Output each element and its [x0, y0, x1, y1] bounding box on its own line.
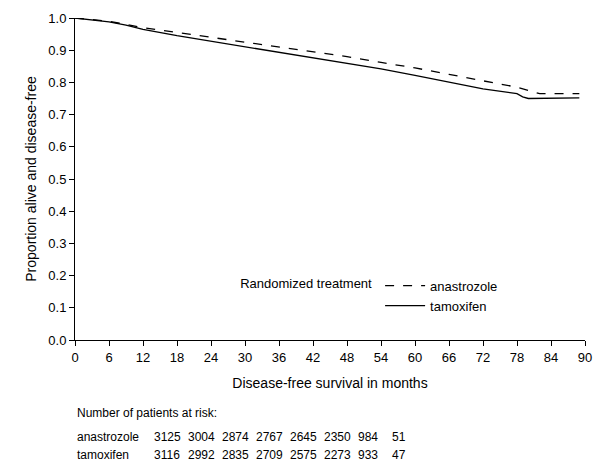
svg-text:anastrozole: anastrozole	[77, 430, 139, 444]
svg-text:2575: 2575	[290, 448, 317, 462]
svg-text:anastrozole: anastrozole	[430, 279, 497, 294]
svg-text:90: 90	[578, 350, 592, 365]
svg-text:12: 12	[136, 350, 150, 365]
svg-text:0.0: 0.0	[48, 333, 66, 348]
svg-text:66: 66	[442, 350, 456, 365]
svg-text:0: 0	[71, 350, 78, 365]
svg-text:48: 48	[340, 350, 354, 365]
svg-text:Number of patients at risk:: Number of patients at risk:	[77, 406, 217, 420]
svg-text:0.4: 0.4	[48, 204, 66, 219]
svg-text:2273: 2273	[324, 448, 351, 462]
svg-text:0.6: 0.6	[48, 139, 66, 154]
svg-text:2645: 2645	[290, 430, 317, 444]
svg-text:18: 18	[170, 350, 184, 365]
svg-text:2874: 2874	[222, 430, 249, 444]
svg-text:0.3: 0.3	[48, 236, 66, 251]
svg-text:0.7: 0.7	[48, 107, 66, 122]
svg-text:0.9: 0.9	[48, 43, 66, 58]
svg-text:6: 6	[105, 350, 112, 365]
svg-text:47: 47	[392, 448, 406, 462]
svg-text:2709: 2709	[256, 448, 283, 462]
svg-text:0.5: 0.5	[48, 172, 66, 187]
svg-text:Disease-free survival in month: Disease-free survival in months	[232, 375, 427, 391]
svg-text:3004: 3004	[188, 430, 215, 444]
svg-text:tamoxifen: tamoxifen	[77, 448, 129, 462]
svg-text:30: 30	[238, 350, 252, 365]
svg-text:933: 933	[358, 448, 378, 462]
svg-text:51: 51	[392, 430, 406, 444]
svg-text:Randomized treatment: Randomized treatment	[240, 276, 372, 291]
svg-text:2992: 2992	[188, 448, 215, 462]
svg-text:tamoxifen: tamoxifen	[430, 299, 486, 314]
svg-text:2835: 2835	[222, 448, 249, 462]
svg-text:0.2: 0.2	[48, 268, 66, 283]
svg-text:78: 78	[510, 350, 524, 365]
svg-text:84: 84	[544, 350, 558, 365]
svg-text:54: 54	[374, 350, 388, 365]
svg-text:0.1: 0.1	[48, 300, 66, 315]
svg-text:1.0: 1.0	[48, 11, 66, 26]
svg-text:3125: 3125	[154, 430, 181, 444]
svg-text:24: 24	[204, 350, 218, 365]
svg-text:0.8: 0.8	[48, 75, 66, 90]
svg-text:72: 72	[476, 350, 490, 365]
svg-text:60: 60	[408, 350, 422, 365]
svg-text:42: 42	[306, 350, 320, 365]
svg-text:984: 984	[358, 430, 378, 444]
svg-text:36: 36	[272, 350, 286, 365]
svg-text:2350: 2350	[324, 430, 351, 444]
svg-text:3116: 3116	[154, 448, 180, 462]
svg-text:2767: 2767	[256, 430, 283, 444]
svg-text:Proportion alive and disease-f: Proportion alive and disease-free	[23, 76, 39, 282]
